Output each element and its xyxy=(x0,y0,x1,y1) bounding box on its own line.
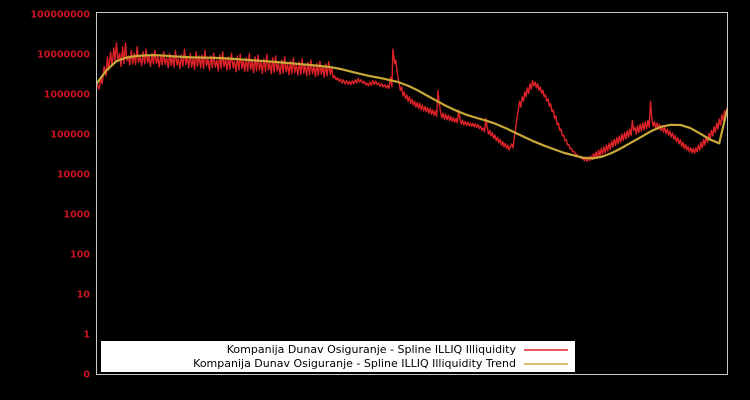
y-axis-tick-10000: 10000 xyxy=(57,170,90,181)
y-axis-tick-100: 100 xyxy=(70,250,90,261)
legend-entries: Kompanija Dunav Osiguranje - Spline ILLI… xyxy=(193,343,568,370)
y-axis-tick-1: 1 xyxy=(83,330,90,341)
legend-label-1: Kompanija Dunav Osiguranje - Spline ILLI… xyxy=(193,357,516,370)
y-axis-tick-10000000: 10000000 xyxy=(37,50,90,61)
y-axis-tick-0: 0 xyxy=(83,370,90,381)
y-axis-tick-100000: 100000 xyxy=(50,130,90,141)
chart-legend[interactable]: Kompanija Dunav Osiguranje - Spline ILLI… xyxy=(100,340,576,373)
y-axis-tick-1000: 1000 xyxy=(64,210,91,221)
series-illiquidity-line xyxy=(97,42,727,162)
data-series-layer xyxy=(97,42,727,162)
y-axis-tick-labels: 1000000001000000010000001000001000010001… xyxy=(31,10,91,381)
y-axis-tick-100000000: 100000000 xyxy=(31,10,91,21)
y-axis-tick-1000000: 1000000 xyxy=(44,90,91,101)
legend-background xyxy=(100,340,576,373)
series-illiquidity-trend-line xyxy=(97,54,727,160)
plot-area-frame xyxy=(96,12,728,375)
legend-label-0: Kompanija Dunav Osiguranje - Spline ILLI… xyxy=(227,343,517,356)
y-axis-tick-10: 10 xyxy=(77,290,91,301)
